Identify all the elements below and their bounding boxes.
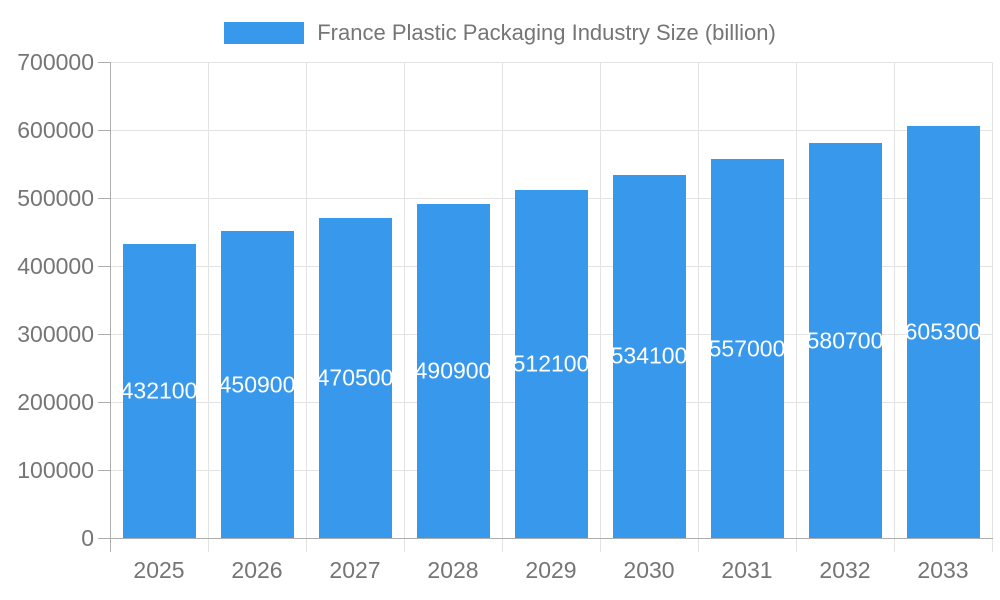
bar-value-label: 450900 (220, 371, 294, 398)
bar-value-label: 470500 (318, 364, 392, 391)
x-gridline (502, 62, 503, 552)
y-axis-label-100000: 100000 (17, 457, 94, 483)
bar-2028[interactable]: 490900 (416, 204, 490, 538)
y-axis-tick (98, 402, 110, 403)
legend: France Plastic Packaging Industry Size (… (0, 20, 1000, 46)
y-axis-label-200000: 200000 (17, 389, 94, 415)
x-axis-label-2031: 2031 (721, 557, 773, 583)
y-axis-tick (98, 266, 110, 267)
legend-label: France Plastic Packaging Industry Size (… (317, 20, 776, 45)
bar-2033[interactable]: 605300 (906, 126, 980, 538)
bar-2027[interactable]: 470500 (318, 218, 392, 538)
y-axis-tick (98, 62, 110, 63)
bar-2026[interactable]: 450900 (220, 231, 294, 538)
bar-value-label: 512100 (514, 350, 588, 377)
x-gridline (992, 62, 993, 552)
y-axis-line (110, 62, 111, 552)
y-gridline (110, 130, 992, 131)
bar-value-label: 490900 (416, 357, 490, 384)
x-axis-label-2025: 2025 (133, 557, 185, 583)
y-axis-tick (98, 130, 110, 131)
bar-2032[interactable]: 580700 (808, 143, 882, 538)
y-axis-label-300000: 300000 (17, 321, 94, 347)
x-axis-label-2032: 2032 (819, 557, 871, 583)
y-axis-label-500000: 500000 (17, 185, 94, 211)
x-axis-label-2030: 2030 (623, 557, 675, 583)
x-axis-label-2029: 2029 (525, 557, 577, 583)
y-axis-label-400000: 400000 (17, 253, 94, 279)
bar-2029[interactable]: 512100 (514, 189, 588, 538)
y-axis-tick (98, 334, 110, 335)
bar-value-label: 432100 (122, 377, 196, 404)
bar-2031[interactable]: 557000 (710, 159, 784, 538)
x-gridline (796, 62, 797, 552)
bar-value-label: 534100 (612, 342, 686, 369)
x-gridline (698, 62, 699, 552)
bar-2025[interactable]: 432100 (122, 244, 196, 538)
legend-item[interactable]: France Plastic Packaging Industry Size (… (224, 20, 776, 46)
x-gridline (208, 62, 209, 552)
y-axis-tick (98, 538, 110, 539)
x-gridline (600, 62, 601, 552)
x-axis-line (110, 538, 993, 539)
bar-value-label: 557000 (710, 335, 784, 362)
bar-value-label: 580700 (808, 327, 882, 354)
legend-swatch (224, 22, 305, 44)
y-axis-tick (98, 470, 110, 471)
y-axis-label-700000: 700000 (17, 49, 94, 75)
y-axis-label-600000: 600000 (17, 117, 94, 143)
x-axis-label-2028: 2028 (427, 557, 479, 583)
x-gridline (404, 62, 405, 552)
x-gridline (894, 62, 895, 552)
x-gridline (306, 62, 307, 552)
x-axis-label-2033: 2033 (917, 557, 969, 583)
x-axis-label-2027: 2027 (329, 557, 381, 583)
x-axis-label-2026: 2026 (231, 557, 283, 583)
bar-value-label: 605300 (906, 318, 980, 345)
y-axis-label-0: 0 (81, 525, 94, 551)
y-axis-tick (98, 198, 110, 199)
y-gridline (110, 62, 992, 63)
bar-2030[interactable]: 534100 (612, 174, 686, 538)
